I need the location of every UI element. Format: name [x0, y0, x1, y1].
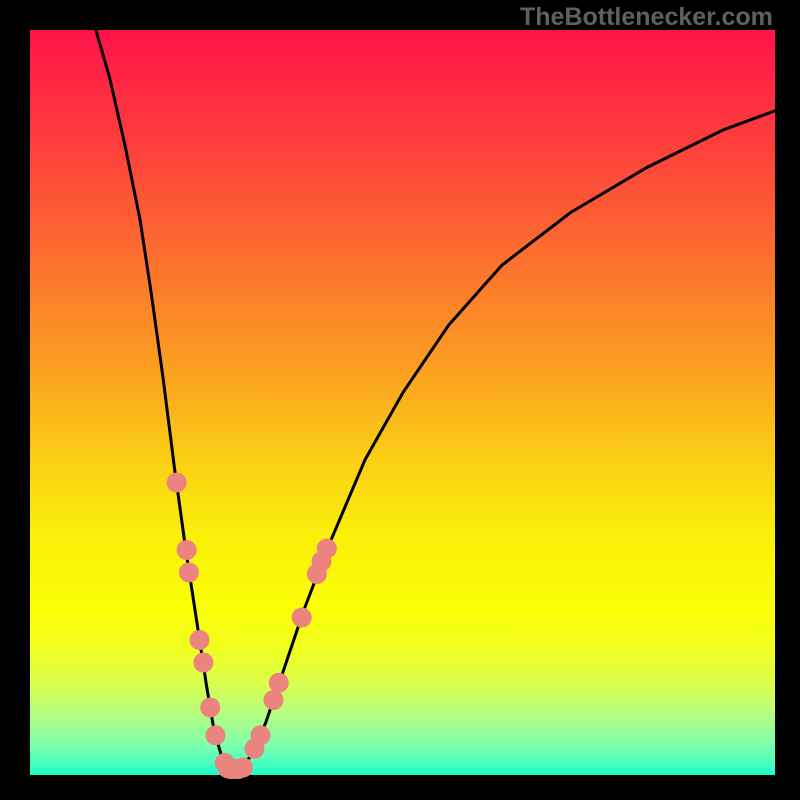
- chart-frame: [0, 0, 800, 800]
- watermark-text: TheBottlenecker.com: [520, 3, 773, 32]
